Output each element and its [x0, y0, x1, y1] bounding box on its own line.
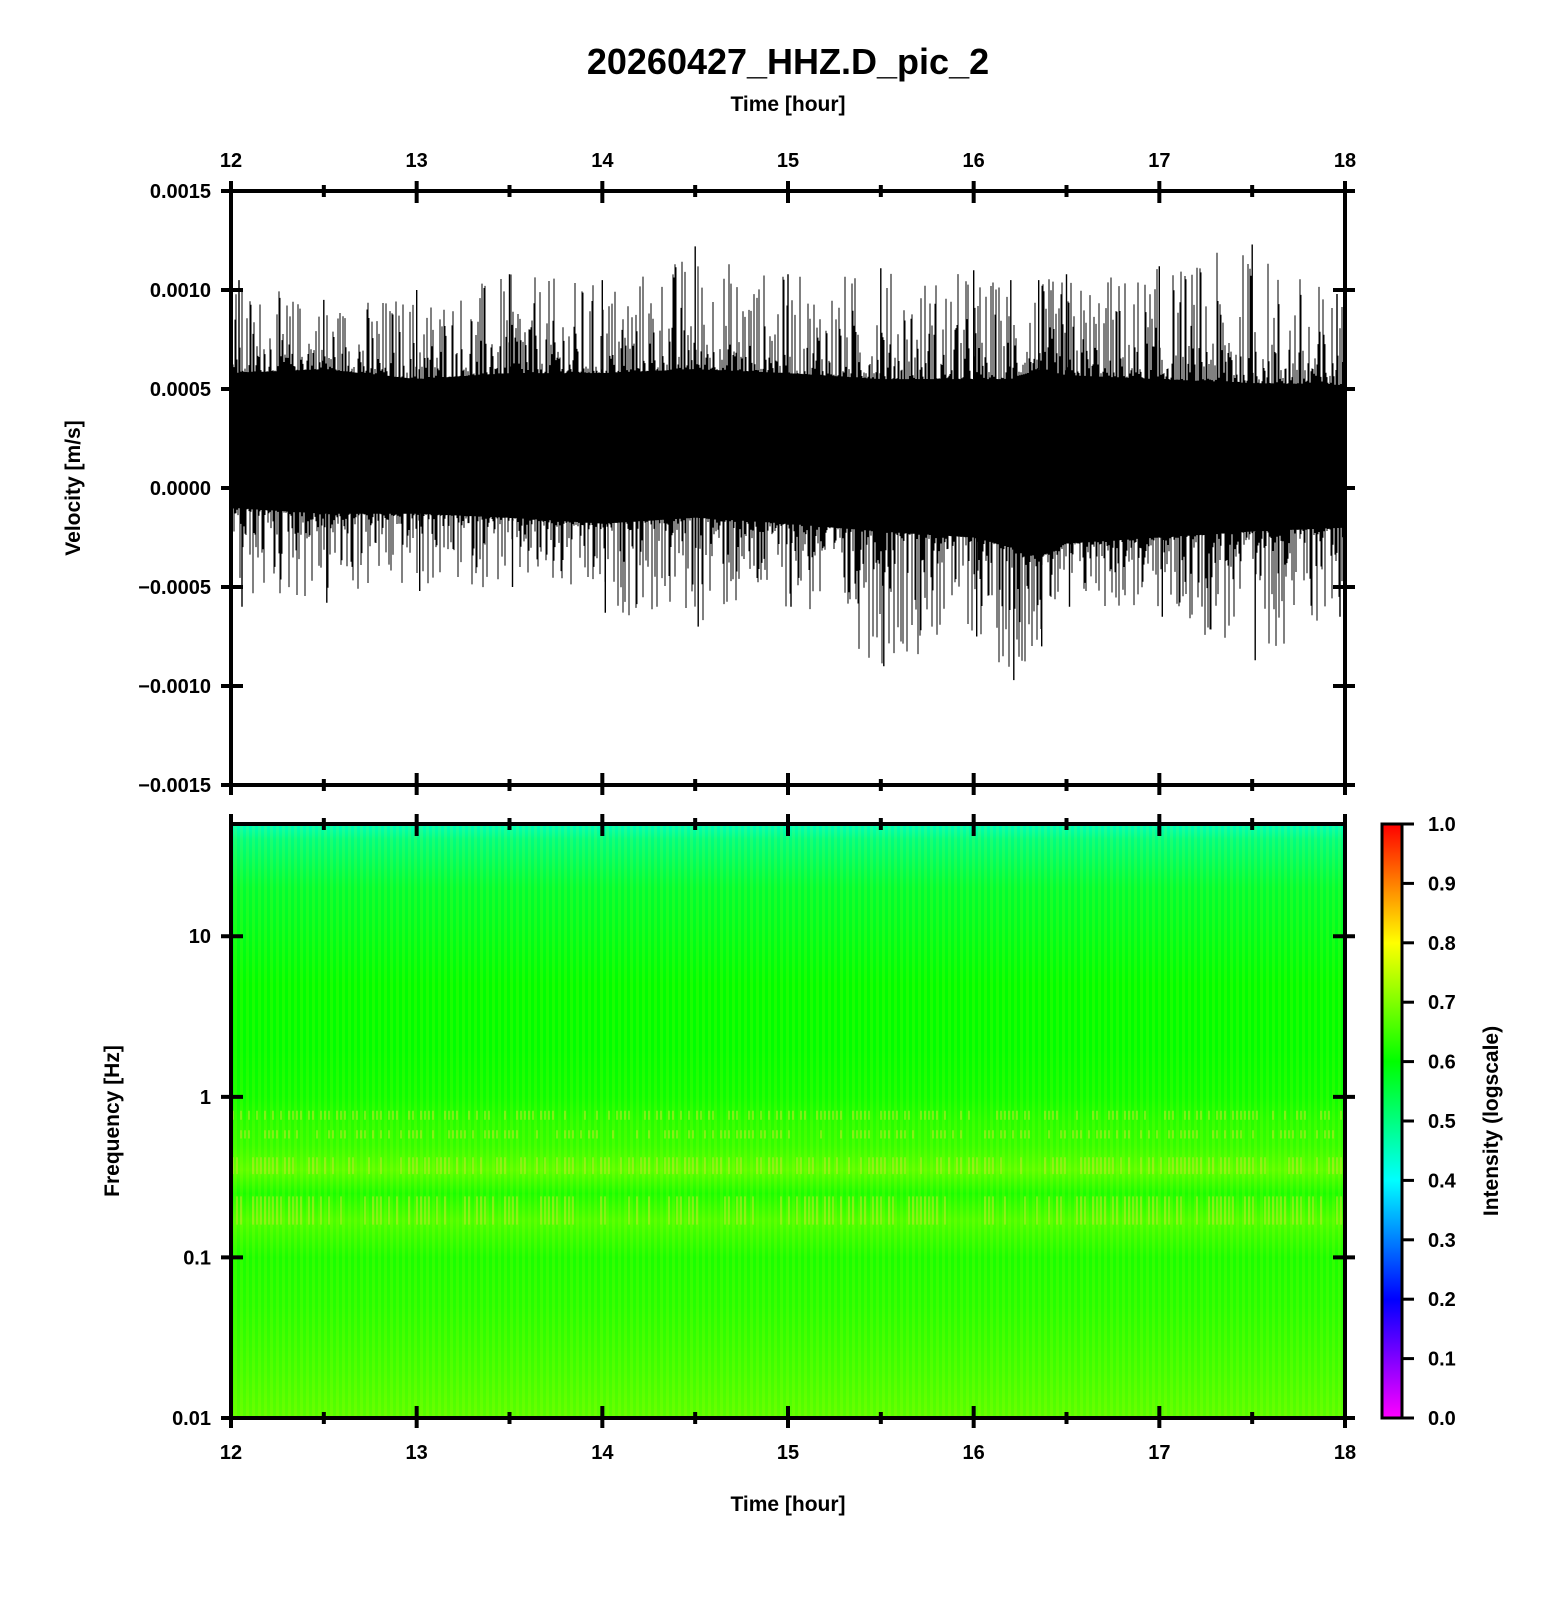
velocity-x-tick-label: 12 [220, 150, 242, 172]
velocity-x-tick-label: 15 [777, 150, 799, 172]
spectrogram-band [240, 1130, 1334, 1139]
spectrogram-texture [231, 824, 1345, 1418]
spectrogram-x-tick-label: 16 [963, 1442, 985, 1464]
spectrogram-band [236, 1196, 1342, 1225]
colorbar-tick-label: 0.8 [1428, 933, 1456, 955]
spectrogram-x-tick-label: 18 [1334, 1442, 1356, 1464]
velocity-trace-spikes [231, 252, 1345, 667]
velocity-y-tick-label: −0.0005 [138, 577, 211, 599]
velocity-x-tick-label: 16 [963, 150, 985, 172]
velocity-x-tick-label: 18 [1334, 150, 1356, 172]
spectrogram-y-axis-label: Frequency [Hz] [101, 1045, 124, 1197]
spectrogram-bands [232, 1110, 1342, 1225]
colorbar-tick-label: 0.1 [1428, 1349, 1456, 1371]
colorbar-tick-label: 0.0 [1428, 1408, 1456, 1430]
spectrogram-x-tick-label: 12 [220, 1442, 242, 1464]
velocity-y-tick-label: 0.0015 [150, 181, 211, 203]
spectrogram-x-ticks: 12 13 14 15 16 17 18 [220, 814, 1356, 1464]
spectrogram-x-tick-label: 15 [777, 1442, 799, 1464]
chart-title: 20260427_HHZ.D_pic_2 [587, 41, 989, 82]
spectrogram-y-tick-label: 0.1 [183, 1247, 211, 1269]
colorbar-tick-label: 0.5 [1428, 1111, 1456, 1133]
colorbar-tick-label: 0.9 [1428, 873, 1456, 895]
velocity-y-axis-label: Velocity [m/s] [62, 420, 85, 555]
velocity-y-tick-label: −0.0015 [138, 775, 211, 797]
colorbar-tick-label: 1.0 [1428, 814, 1456, 836]
velocity-panel: 12 13 14 15 16 17 18 0.0015 0.0010 0.0005 0.0000 −… [62, 150, 1356, 797]
colorbar-tick-label: 0.3 [1428, 1230, 1456, 1252]
colorbar-tick-label: 0.6 [1428, 1052, 1456, 1074]
colorbar-tick-label: 0.4 [1428, 1170, 1457, 1192]
velocity-x-tick-label: 14 [591, 150, 614, 172]
velocity-x-ticks: 12 13 14 15 16 17 18 [220, 150, 1356, 795]
colorbar-tick-label: 0.7 [1428, 992, 1456, 1014]
spectrogram-y-tick-label: 10 [189, 926, 211, 948]
velocity-y-tick-label: 0.0010 [150, 280, 211, 302]
velocity-trace-extremes [238, 244, 1341, 681]
spectrogram-y-ticks: 10 1 0.1 0.01 [172, 926, 1355, 1430]
spectrogram-y-tick-label: 0.01 [172, 1408, 211, 1430]
top-x-axis-label: Time [hour] [730, 93, 845, 116]
velocity-trace [231, 244, 1345, 681]
spectrogram-x-tick-label: 17 [1148, 1442, 1170, 1464]
colorbar-tick-label: 0.2 [1428, 1289, 1456, 1311]
spectrogram-x-tick-label: 13 [406, 1442, 428, 1464]
velocity-y-ticks: 0.0015 0.0010 0.0005 0.0000 −0.0005 −0.0010 −0… [138, 181, 1355, 797]
velocity-x-tick-label: 13 [406, 150, 428, 172]
velocity-y-tick-label: 0.0000 [150, 478, 211, 500]
colorbar: 1.0 0.9 0.8 0.7 0.6 0.5 0.4 0.3 0.2 0.1 0.0 Intens… [1380, 814, 1503, 1430]
velocity-x-tick-label: 17 [1148, 150, 1170, 172]
spectrogram-y-tick-label: 1 [200, 1087, 211, 1109]
velocity-y-tick-label: −0.0010 [138, 676, 211, 698]
colorbar-label: Intensity (logscale) [1480, 1026, 1503, 1216]
velocity-y-tick-label: 0.0005 [150, 379, 211, 401]
spectrogram-panel: 12 13 14 15 16 17 18 10 1 0.1 0.01 Time [hour] Fr… [101, 814, 1356, 1516]
spectrogram-x-tick-label: 14 [591, 1442, 614, 1464]
colorbar-ticks: 1.0 0.9 0.8 0.7 0.6 0.5 0.4 0.3 0.2 0.1 0.0 [1402, 814, 1457, 1430]
spectrogram-x-axis-label: Time [hour] [730, 1493, 845, 1516]
colorbar-gradient [1380, 822, 1404, 1420]
